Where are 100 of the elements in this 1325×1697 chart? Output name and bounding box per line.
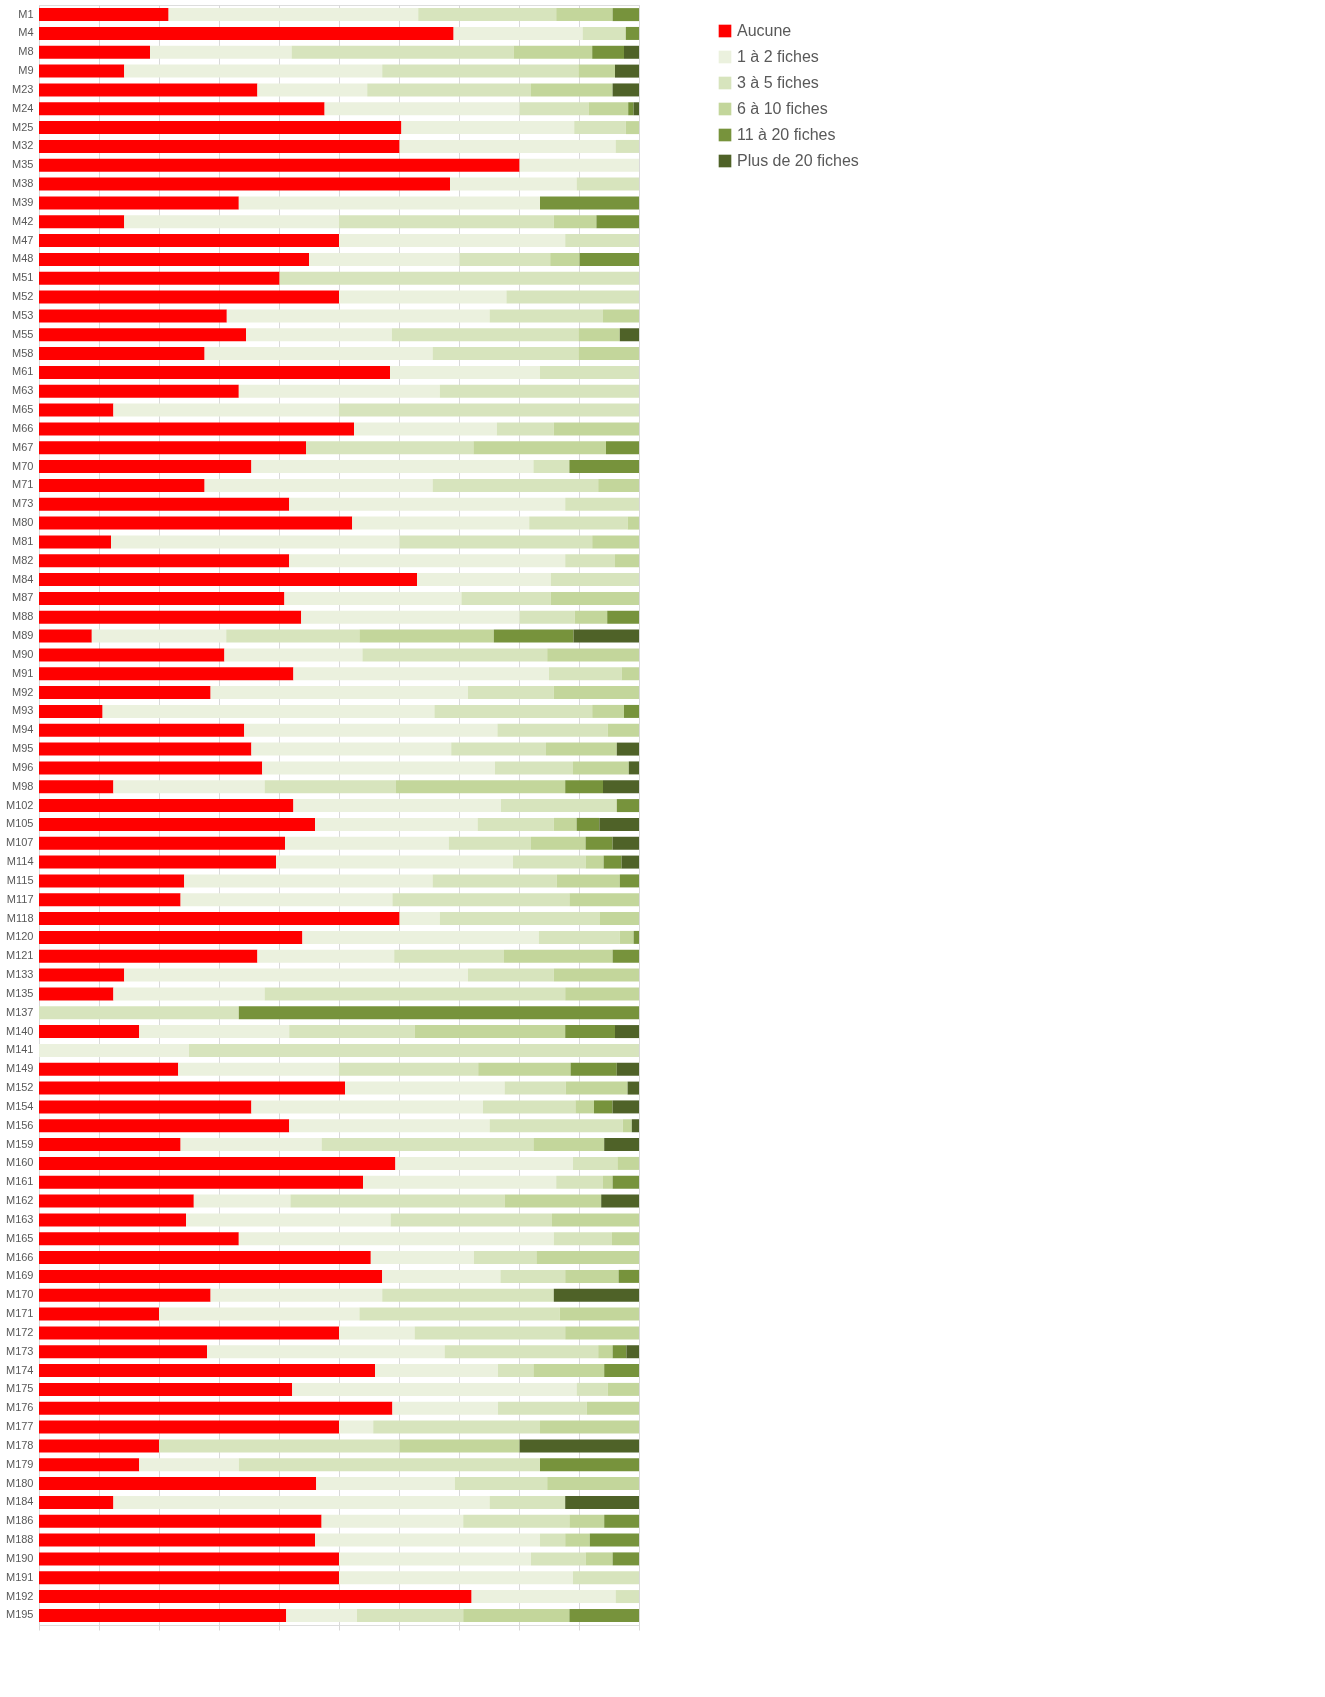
bar	[519, 1439, 639, 1453]
bar	[39, 26, 454, 40]
bar	[370, 1251, 474, 1265]
y-tick-label: M53	[12, 308, 34, 321]
bar	[578, 64, 615, 78]
y-tick-label: M23	[12, 82, 34, 95]
bar	[257, 949, 395, 963]
bar	[570, 1062, 617, 1076]
bar	[538, 930, 620, 944]
bar	[39, 629, 92, 643]
bar	[354, 422, 497, 436]
bar	[39, 1326, 339, 1340]
bar	[432, 478, 599, 492]
bar	[615, 554, 639, 568]
bar	[569, 460, 639, 474]
y-tick-label: M84	[12, 572, 34, 585]
bar	[592, 535, 639, 549]
bar	[621, 667, 639, 681]
bar	[549, 667, 622, 681]
bar	[91, 629, 227, 643]
bar	[546, 742, 617, 756]
bar	[606, 441, 639, 455]
bar	[292, 1382, 577, 1396]
y-tick-label: M80	[12, 516, 34, 529]
y-tick-label: M133	[5, 968, 34, 981]
legend-label: Aucune	[737, 22, 792, 39]
bar	[504, 1081, 566, 1095]
bar	[574, 610, 608, 624]
bar	[39, 139, 400, 153]
bar	[604, 1138, 639, 1152]
bar	[39, 309, 227, 323]
bar	[612, 1100, 639, 1114]
y-tick-label: M118	[6, 911, 34, 924]
bar	[39, 554, 290, 568]
bar	[238, 196, 540, 210]
y-tick-label: M180	[5, 1476, 34, 1489]
bar	[39, 290, 339, 304]
bar	[448, 836, 531, 850]
bar	[631, 1119, 639, 1133]
bar	[401, 121, 575, 135]
y-tick-label: M38	[12, 177, 34, 190]
bar	[586, 1401, 639, 1415]
bar	[244, 723, 498, 737]
y-tick-label: M172	[5, 1325, 34, 1338]
bar	[565, 554, 615, 568]
bar	[39, 1590, 472, 1604]
bar	[39, 1081, 345, 1095]
bar	[598, 1345, 613, 1359]
bar	[39, 1175, 363, 1189]
y-tick-label: M141	[5, 1043, 34, 1056]
bar	[224, 648, 363, 662]
y-tick-label: M82	[12, 553, 34, 566]
bar	[612, 1552, 639, 1566]
bar	[39, 83, 258, 97]
bar	[540, 365, 639, 379]
y-tick-label: M32	[12, 139, 34, 152]
bar	[39, 1420, 339, 1434]
bar	[359, 1307, 560, 1321]
bar	[612, 949, 639, 963]
y-tick-label: M190	[5, 1551, 34, 1564]
bar	[210, 1288, 383, 1302]
y-tick-label: M102	[5, 798, 34, 811]
y-tick-label: M163	[5, 1212, 34, 1225]
bar	[316, 1477, 455, 1491]
bar	[556, 1175, 603, 1189]
bar	[39, 1514, 322, 1528]
bar	[150, 45, 292, 59]
legend-label: 6 à 10 fiches	[737, 100, 828, 117]
y-tick-label: M107	[5, 836, 34, 849]
bar	[39, 573, 417, 587]
bar	[180, 1138, 322, 1152]
bar	[498, 1364, 534, 1378]
bar	[573, 1156, 618, 1170]
bar	[39, 45, 150, 59]
y-tick-label: M191	[5, 1570, 34, 1583]
y-tick-label: M1	[18, 7, 34, 20]
bar	[207, 1345, 445, 1359]
bar	[592, 704, 624, 718]
bar	[39, 591, 285, 605]
bar	[603, 855, 622, 869]
bar	[210, 686, 468, 700]
bar	[39, 422, 354, 436]
bar	[569, 1608, 639, 1622]
bar	[576, 177, 639, 191]
legend-label: 3 à 5 fiches	[737, 74, 819, 91]
bar	[451, 742, 546, 756]
bar	[628, 761, 639, 775]
bar	[454, 1477, 548, 1491]
bar	[565, 987, 639, 1001]
bar	[607, 1382, 639, 1396]
bar	[592, 45, 624, 59]
bar	[565, 780, 603, 794]
bar	[113, 987, 265, 1001]
bar	[603, 309, 639, 323]
bar	[417, 573, 551, 587]
bar	[493, 629, 574, 643]
bar	[226, 309, 490, 323]
bar	[565, 234, 639, 248]
bar	[39, 1232, 239, 1246]
bar	[306, 441, 474, 455]
